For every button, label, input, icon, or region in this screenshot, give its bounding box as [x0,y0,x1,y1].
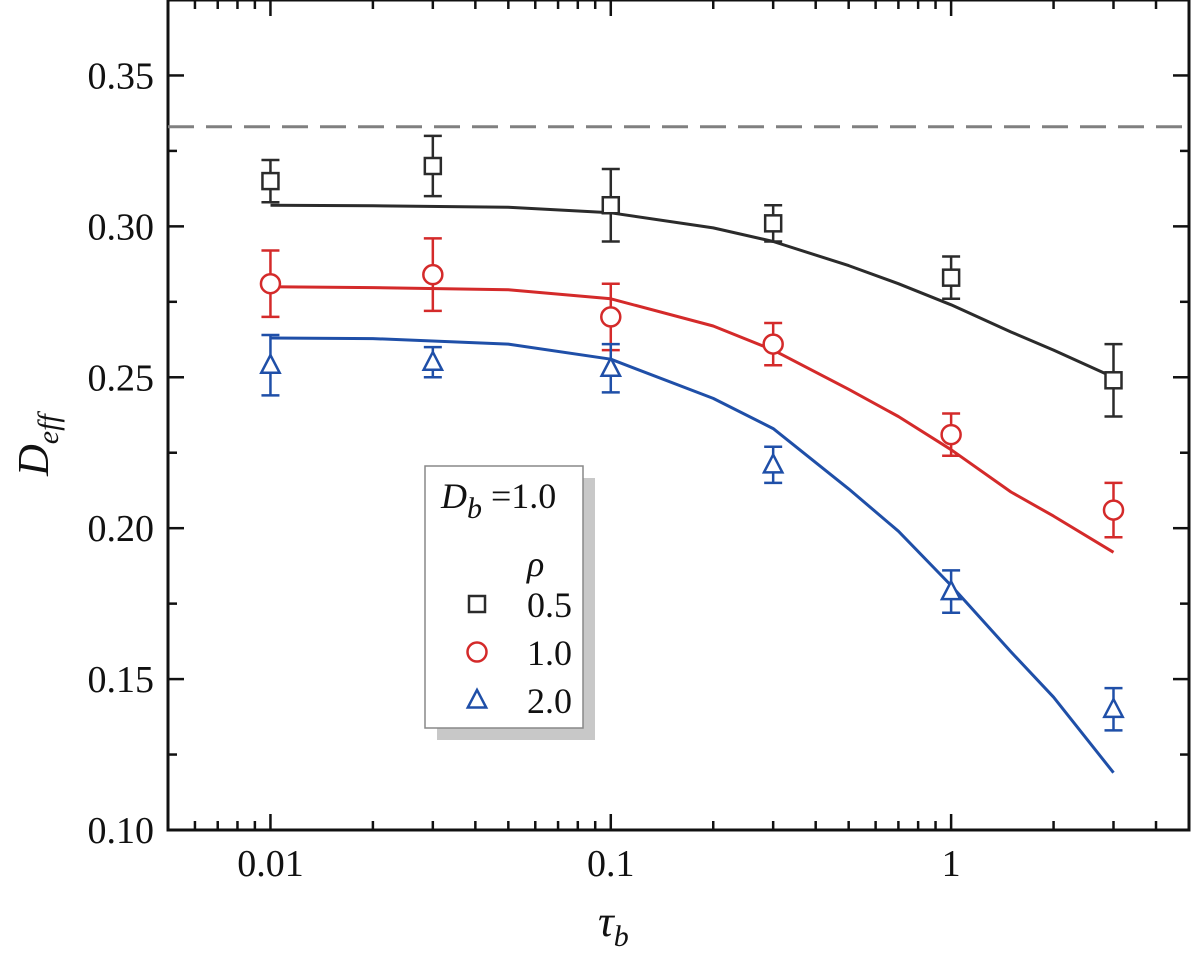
data-point-1.0 [940,423,962,446]
data-point-2.0 [1102,696,1125,719]
legend-title-var: D [440,476,467,516]
y-tick-label: 0.30 [88,206,155,248]
y-axis-label: Deff [9,411,65,477]
data-points [259,134,1125,732]
x-axis-label: τb [598,897,629,953]
legend-label-2.0: 2.0 [527,681,572,721]
legend-header: ρ [526,544,544,584]
x-tick-label: 0.1 [587,843,635,885]
data-point-0.5 [763,214,783,233]
data-point-0.5 [423,156,443,176]
legend-marker-0.5 [467,594,487,614]
y-axis-label-main: D [9,444,58,477]
data-point-0.5 [601,195,621,215]
fit-curve-2.0 [270,336,1115,774]
legend-items: 0.5 1.0 2.0 [465,585,572,721]
x-axis-label-sub: b [614,920,629,953]
y-axis-label-sub: eff [32,411,65,445]
legend-marker-1.0 [466,641,488,663]
data-point-1.0 [600,306,622,328]
data-point-1.0 [762,333,784,355]
data-point-2.0 [599,355,623,378]
data-point-2.0 [761,452,785,474]
x-axis-label-main: τ [598,897,616,946]
data-point-1.0 [422,263,444,286]
data-point-2.0 [939,578,963,601]
x-tick-label: 1 [942,843,961,885]
axis-ticks [166,0,1191,832]
legend-title-sub: b [467,492,482,525]
legend-title-value: =1.0 [482,476,556,516]
legend-title: Db =1.0 [440,476,556,525]
data-point-0.5 [941,268,961,287]
data-point-2.0 [421,349,445,371]
y-tick-label: 0.20 [88,508,155,550]
data-point-1.0 [259,272,282,295]
x-tick-label: 0.01 [237,843,304,885]
legend-box [424,465,584,729]
data-point-0.5 [261,171,280,191]
fit-curve-1.0 [270,285,1115,554]
y-tick-label: 0.10 [88,810,155,852]
legend-label-0.5: 0.5 [527,585,572,625]
y-tick-label: 0.15 [88,659,155,701]
plot-frame [166,0,1191,832]
fit-curves [270,203,1115,774]
y-tick-label: 0.25 [88,357,155,399]
fit-curve-0.5 [270,203,1115,379]
data-point-2.0 [259,352,282,375]
data-point-0.5 [1104,371,1123,390]
legend-label-1.0: 1.0 [527,633,572,673]
data-point-1.0 [1102,499,1125,521]
y-tick-label: 0.35 [88,55,155,97]
tick-labels: 0.01 0.1 1 0.10 0.15 0.20 0.25 0.30 0.35 [88,55,961,885]
legend-marker-2.0 [465,687,489,709]
legend: Db =1.0 ρ 0.5 1.0 2.0 [424,465,595,740]
